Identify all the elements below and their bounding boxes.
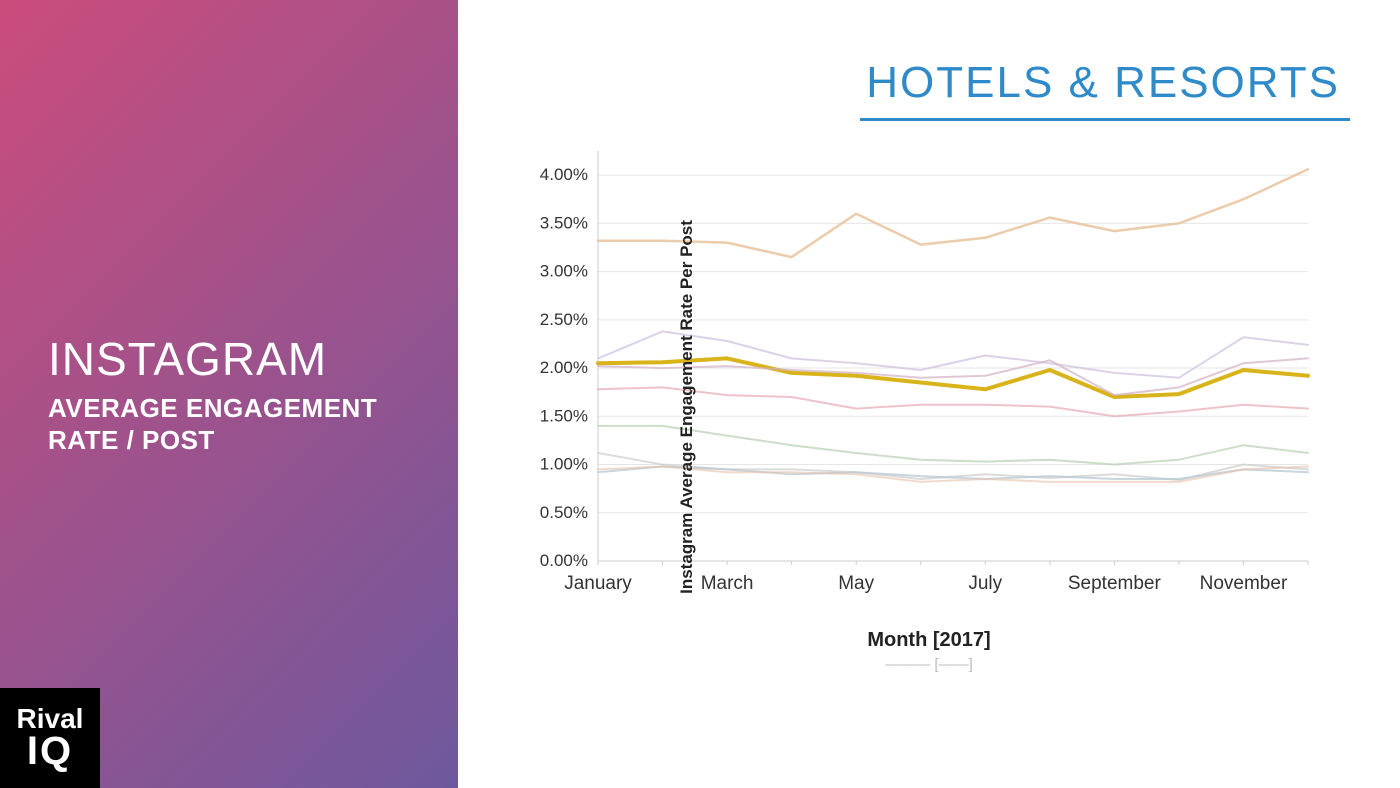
chart-xlabel-ghost: ——— [——]: [508, 656, 1350, 673]
svg-text:2.50%: 2.50%: [540, 310, 588, 329]
chart-xlabel: Month [2017]: [508, 629, 1350, 652]
svg-text:May: May: [838, 573, 874, 594]
svg-text:3.00%: 3.00%: [540, 262, 588, 281]
svg-text:4.00%: 4.00%: [540, 165, 588, 184]
left-panel: INSTAGRAM AVERAGE ENGAGEMENT RATE / POST…: [0, 0, 458, 788]
chart-svg: 0.00% 0.50% 1.00% 1.50% 2.00% 2.50% 3.00% 3.50%…: [508, 141, 1328, 621]
logo: Rival IQ: [0, 688, 100, 788]
svg-text:1.00%: 1.00%: [540, 455, 588, 474]
svg-text:3.50%: 3.50%: [540, 213, 588, 232]
svg-text:2.00%: 2.00%: [540, 358, 588, 377]
svg-text:January: January: [564, 573, 632, 594]
svg-text:July: July: [968, 573, 1002, 594]
logo-bottom: IQ: [27, 731, 73, 771]
svg-text:0.50%: 0.50%: [540, 503, 588, 522]
left-subtitle-line1: AVERAGE ENGAGEMENT: [48, 393, 377, 423]
svg-text:March: March: [701, 573, 754, 594]
section-rule: [860, 118, 1350, 121]
left-subtitle-line2: RATE / POST: [48, 425, 215, 455]
chart: Instagram Average Engagement Rate Per Po…: [508, 141, 1350, 673]
svg-text:November: November: [1200, 573, 1288, 594]
svg-text:0.00%: 0.00%: [540, 551, 588, 570]
left-subtitle: AVERAGE ENGAGEMENT RATE / POST: [48, 392, 410, 457]
svg-text:September: September: [1068, 573, 1162, 594]
svg-text:1.50%: 1.50%: [540, 406, 588, 425]
slide: INSTAGRAM AVERAGE ENGAGEMENT RATE / POST…: [0, 0, 1400, 788]
chart-ylabel: Instagram Average Engagement Rate Per Po…: [677, 220, 697, 594]
section-title: HOTELS & RESORTS: [488, 58, 1340, 108]
left-title: INSTAGRAM: [48, 332, 410, 386]
right-panel: HOTELS & RESORTS Instagram Average Engag…: [458, 0, 1400, 788]
